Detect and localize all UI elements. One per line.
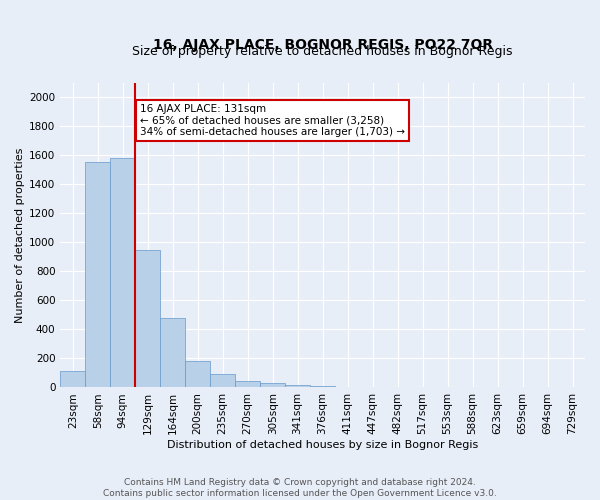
Text: 16 AJAX PLACE: 131sqm
← 65% of detached houses are smaller (3,258)
34% of semi-d: 16 AJAX PLACE: 131sqm ← 65% of detached … (140, 104, 405, 137)
Bar (260, 383, 285, 388)
Bar (60, 372, 85, 388)
Bar (285, 385, 310, 388)
Bar (210, 374, 235, 388)
X-axis label: Distribution of detached houses by size in Bognor Regis: Distribution of detached houses by size … (167, 440, 478, 450)
Bar (135, 250, 160, 388)
Bar (160, 318, 185, 388)
Title: Size of property relative to detached houses in Bognor Regis: Size of property relative to detached ho… (133, 44, 513, 58)
Y-axis label: Number of detached properties: Number of detached properties (15, 148, 25, 322)
Bar (110, 158, 135, 388)
Bar (310, 386, 335, 388)
Bar (335, 386, 360, 388)
Text: Contains HM Land Registry data © Crown copyright and database right 2024.
Contai: Contains HM Land Registry data © Crown c… (103, 478, 497, 498)
Text: 16, AJAX PLACE, BOGNOR REGIS, PO22 7QR: 16, AJAX PLACE, BOGNOR REGIS, PO22 7QR (152, 38, 493, 52)
Bar (85, 162, 110, 388)
Bar (185, 360, 210, 388)
Bar (235, 381, 260, 388)
